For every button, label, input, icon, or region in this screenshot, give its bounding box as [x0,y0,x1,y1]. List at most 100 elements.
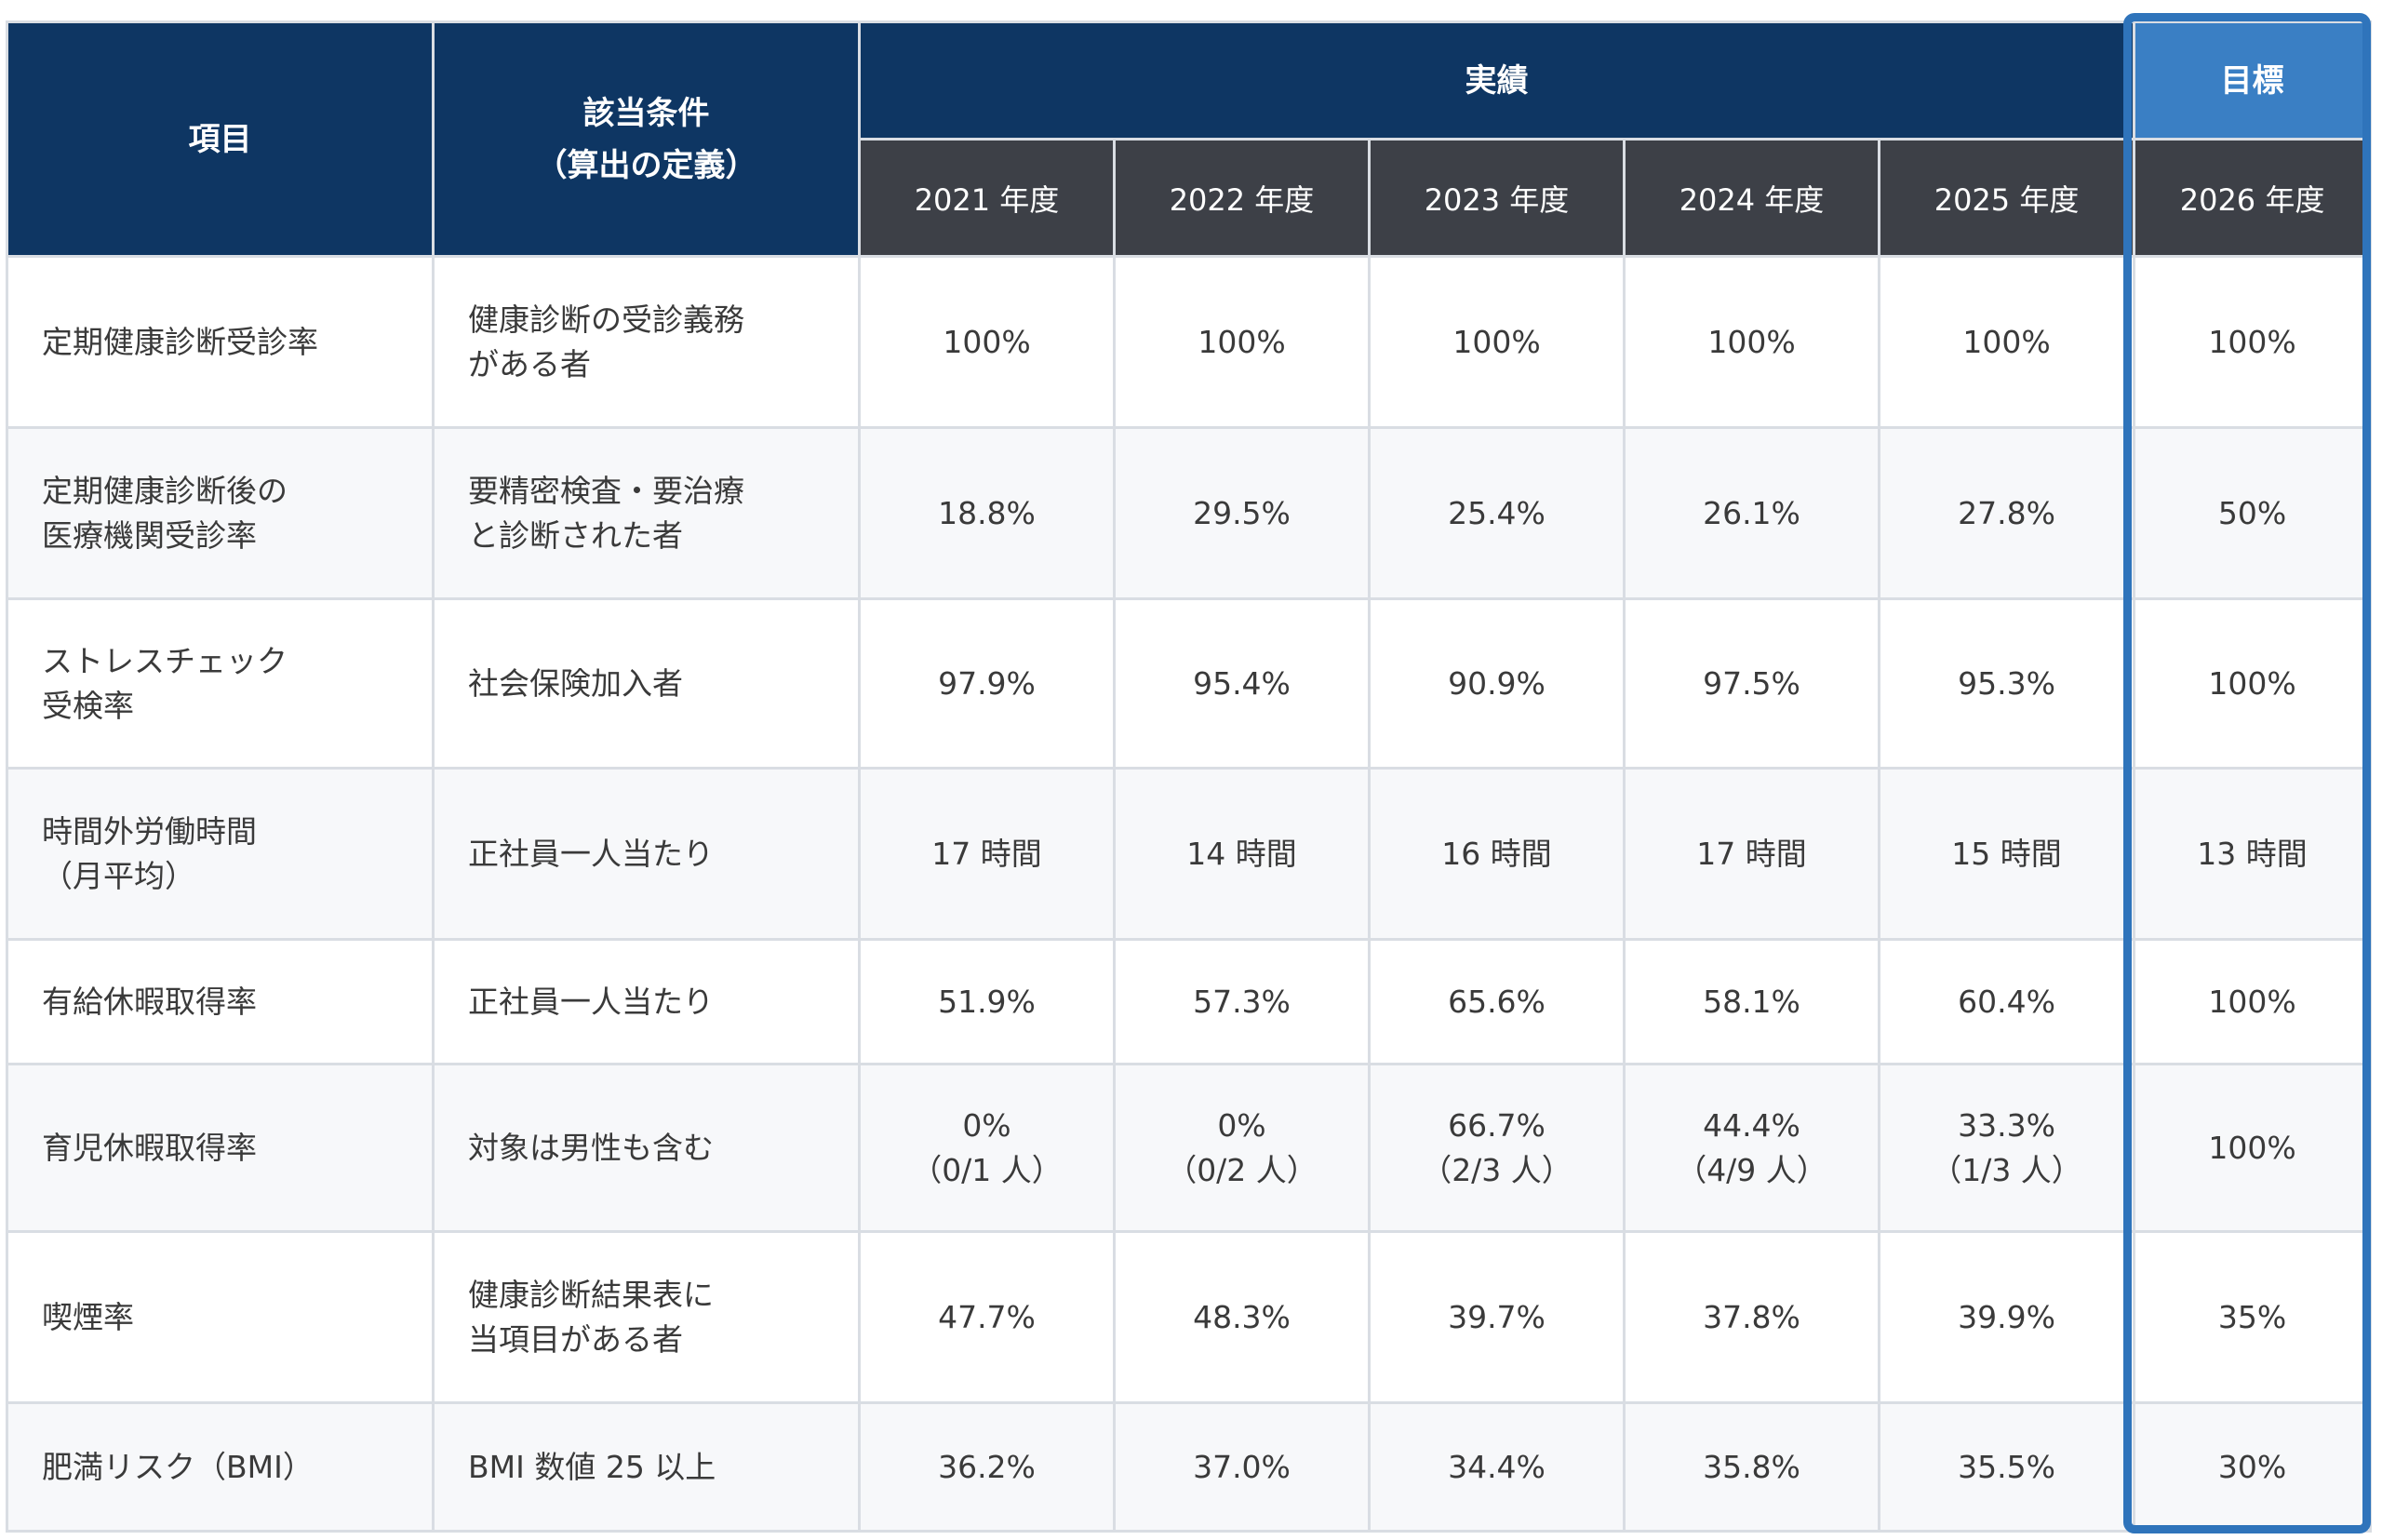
table-row: 育児休暇取得率 対象は男性も含む 0% （0/1 人） 0% （0/2 人） 66.7% （2… [6,1063,2373,1233]
condition-line: BMI 数値 25 以上 [468,1448,716,1485]
value-line: 37.8% [1703,1298,1800,1335]
header-actual-label: 実績 [1465,61,1529,100]
condition-cell: 要精密検査・要治療 と診断された者 [432,426,861,600]
header-year-2023: 2023 年度 [1368,138,1626,258]
value-cell-2021: 51.9% [858,938,1116,1065]
value-line: 27.8% [1958,494,2055,531]
value-line: 95.4% [1193,664,1291,702]
item-cell: 有給休暇取得率 [6,938,435,1065]
table-row: 肥満リスク（BMI） BMI 数値 25 以上 36.2% 37.0% 34.4% 35.… [6,1401,2373,1533]
value-line: 37.0% [1193,1448,1291,1485]
header-condition: 該当条件 （算出の定義） [432,20,861,258]
value-cell-2025: 100% [1877,255,2136,429]
header-actual: 実績 [857,20,2136,141]
value-cell-2025: 39.9% [1877,1230,2136,1404]
value-cell-2022: 95.4% [1113,597,1371,770]
condition-line: 健康診断結果表に [468,1276,714,1313]
value-line: 0% [962,1106,1011,1144]
value-line: 100% [943,323,1031,360]
header-target: 目標 [2133,20,2373,141]
item-cell: 定期健康診断後の 医療機関受診率 [6,426,435,600]
value-cell-2023: 16 時間 [1368,767,1626,941]
value-line: 97.9% [938,664,1036,702]
value-line: 25.4% [1448,494,1546,531]
item-cell: 定期健康診断受診率 [6,255,435,429]
condition-line: 対象は男性も含む [468,1129,714,1166]
condition-line: 正社員一人当たり [468,983,714,1020]
value-cell-2025: 60.4% [1877,938,2136,1065]
item-line: 医療機関受診率 [42,516,257,554]
condition-cell: 正社員一人当たり [432,767,861,941]
value-cell-2025: 95.3% [1877,597,2136,770]
value-cell-2025: 33.3% （1/3 人） [1877,1063,2136,1233]
value-line: 100% [1198,323,1286,360]
condition-cell: 健康診断の受診義務 がある者 [432,255,861,429]
table-header: 項目 該当条件 （算出の定義） 実績 目標 2021 年度 2022 年度 20… [6,20,2373,258]
item-line: 肥満リスク（BMI） [42,1448,314,1485]
value-cell-2021: 36.2% [858,1401,1116,1533]
header-year-2026: 2026 年度 [2133,138,2373,258]
header-year-2022: 2022 年度 [1113,138,1371,258]
value-line: 33.3% [1958,1106,2055,1144]
value-cell-2023: 39.7% [1368,1230,1626,1404]
value-line: 97.5% [1703,664,1800,702]
header-target-label: 目標 [2220,61,2284,100]
value-cell-2024: 37.8% [1623,1230,1880,1404]
item-line: 有給休暇取得率 [42,983,257,1020]
value-cell-2025: 27.8% [1877,426,2136,600]
value-cell-2024: 97.5% [1623,597,1880,770]
value-line: 17 時間 [1696,835,1807,872]
value-cell-2021: 0% （0/1 人） [858,1063,1116,1233]
item-line: 定期健康診断後の [42,472,288,509]
value-line: （1/3 人） [1931,1151,2082,1188]
value-line: 39.7% [1448,1298,1546,1335]
value-cell-2021: 17 時間 [858,767,1116,941]
condition-cell: BMI 数値 25 以上 [432,1401,861,1533]
value-line: 0% [1217,1106,1266,1144]
item-line: 定期健康診断受診率 [42,323,318,360]
value-cell-2025: 15 時間 [1877,767,2136,941]
value-line: 90.9% [1448,664,1546,702]
item-cell: 時間外労働時間 （月平均） [6,767,435,941]
value-cell-2024: 58.1% [1623,938,1880,1065]
value-line: 35.5% [1958,1448,2055,1485]
target-cell-2026: 100% [2133,255,2373,429]
value-line: （0/1 人） [911,1151,1063,1188]
item-cell: 育児休暇取得率 [6,1063,435,1233]
header-item: 項目 [6,20,435,258]
condition-line: 正社員一人当たり [468,835,714,872]
value-cell-2021: 97.9% [858,597,1116,770]
item-line: 育児休暇取得率 [42,1129,257,1166]
value-cell-2022: 37.0% [1113,1401,1371,1533]
value-line: 16 時間 [1441,835,1552,872]
table-row: 定期健康診断受診率 健康診断の受診義務 がある者 100% 100% 100% 100% 10… [6,255,2373,429]
target-cell-2026: 100% [2133,1063,2373,1233]
value-cell-2023: 34.4% [1368,1401,1626,1533]
target-cell-2026: 30% [2133,1401,2373,1533]
value-line: 100% [1707,323,1796,360]
value-line: 47.7% [938,1298,1036,1335]
health-metrics-table: 項目 該当条件 （算出の定義） 実績 目標 2021 年度 2022 年度 20… [6,20,2373,1533]
value-line: 35.8% [1703,1448,1800,1485]
value-cell-2023: 25.4% [1368,426,1626,600]
target-cell-2026: 100% [2133,597,2373,770]
value-cell-2024: 100% [1623,255,1880,429]
value-line: 100% [1452,323,1541,360]
value-line: 60.4% [1958,983,2055,1020]
value-cell-2021: 100% [858,255,1116,429]
header-condition-line-1: 該当条件 [582,94,710,132]
header-year-2025: 2025 年度 [1877,138,2136,258]
condition-cell: 正社員一人当たり [432,938,861,1065]
value-line: 29.5% [1193,494,1291,531]
value-line: 57.3% [1193,983,1291,1020]
target-cell-2026: 35% [2133,1230,2373,1404]
value-cell-2024: 17 時間 [1623,767,1880,941]
value-cell-2022: 48.3% [1113,1230,1371,1404]
item-cell: 喫煙率 [6,1230,435,1404]
value-line: 18.8% [938,494,1036,531]
value-line: （2/3 人） [1421,1151,1572,1188]
value-cell-2022: 29.5% [1113,426,1371,600]
value-cell-2023: 90.9% [1368,597,1626,770]
condition-cell: 対象は男性も含む [432,1063,861,1233]
